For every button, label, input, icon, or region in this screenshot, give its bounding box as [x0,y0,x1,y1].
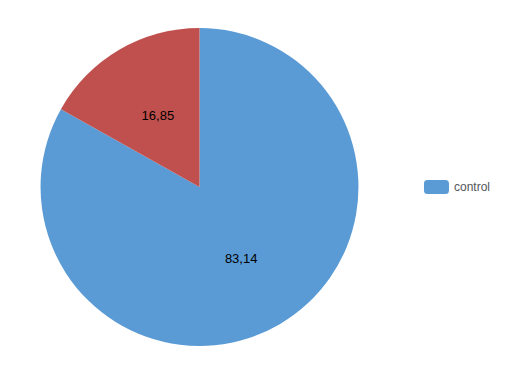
svg-text:control: control [454,180,490,194]
svg-text:16,85: 16,85 [142,108,175,123]
svg-text:83,14: 83,14 [225,251,258,266]
